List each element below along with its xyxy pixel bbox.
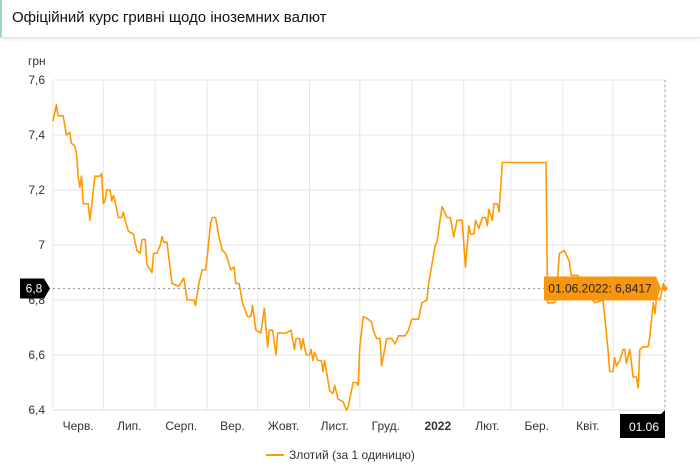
crosshair-y-flag [20, 278, 50, 299]
x-tick-label: Квіт. [576, 419, 600, 433]
x-tick-label: Лют. [475, 419, 499, 433]
crosshair-x-label: 01.06 [629, 420, 659, 434]
tooltip-box [544, 276, 661, 301]
legend-label[interactable]: Злотий (за 1 одиницю) [289, 448, 415, 462]
data-point-marker [662, 286, 668, 292]
x-tick-label: Вер. [220, 419, 245, 433]
crosshair-y-label: 6,8 [26, 282, 43, 296]
series-line-zloty[interactable] [52, 104, 666, 411]
y-axis-title: грн [28, 54, 46, 68]
x-axis: Черв. Лип. Серп. Вер. Жовт. Лист. Груд. 2022 Лют… [63, 419, 600, 433]
x-tick-label: 2022 [424, 419, 451, 433]
y-tick-label: 6,4 [28, 403, 45, 417]
tooltip-text: 01.06.2022: 6,8417 [548, 282, 652, 296]
crosshair-x-flag [620, 410, 665, 438]
x-tick-label: Груд. [372, 419, 400, 433]
x-tick-label: Черв. [63, 419, 94, 433]
y-tick-label: 7,4 [28, 128, 45, 142]
x-tick-label: Серп. [165, 419, 197, 433]
page-title: Офіційний курс гривні щодо іноземних вал… [12, 9, 327, 26]
x-tick-label: Бер. [524, 419, 549, 433]
x-tick-label: Лип. [117, 419, 141, 433]
y-tick-label: 7 [38, 238, 45, 252]
page-header: Офіційний курс гривні щодо іноземних вал… [0, 0, 700, 38]
x-tick-label: Лист. [321, 419, 349, 433]
y-tick-label: 7,2 [28, 183, 45, 197]
legend[interactable]: Злотий (за 1 одиницю) [266, 448, 415, 462]
x-tick-label: Жовт. [268, 419, 299, 433]
y-axis: 7,6 7,4 7,2 7 6,8 6,6 6,4 [28, 73, 45, 417]
y-tick-label: 7,6 [28, 73, 45, 87]
crosshair: 6,8 01.06 01.06.2022: 6,8417 [20, 80, 668, 438]
y-tick-label: 6,6 [28, 348, 45, 362]
